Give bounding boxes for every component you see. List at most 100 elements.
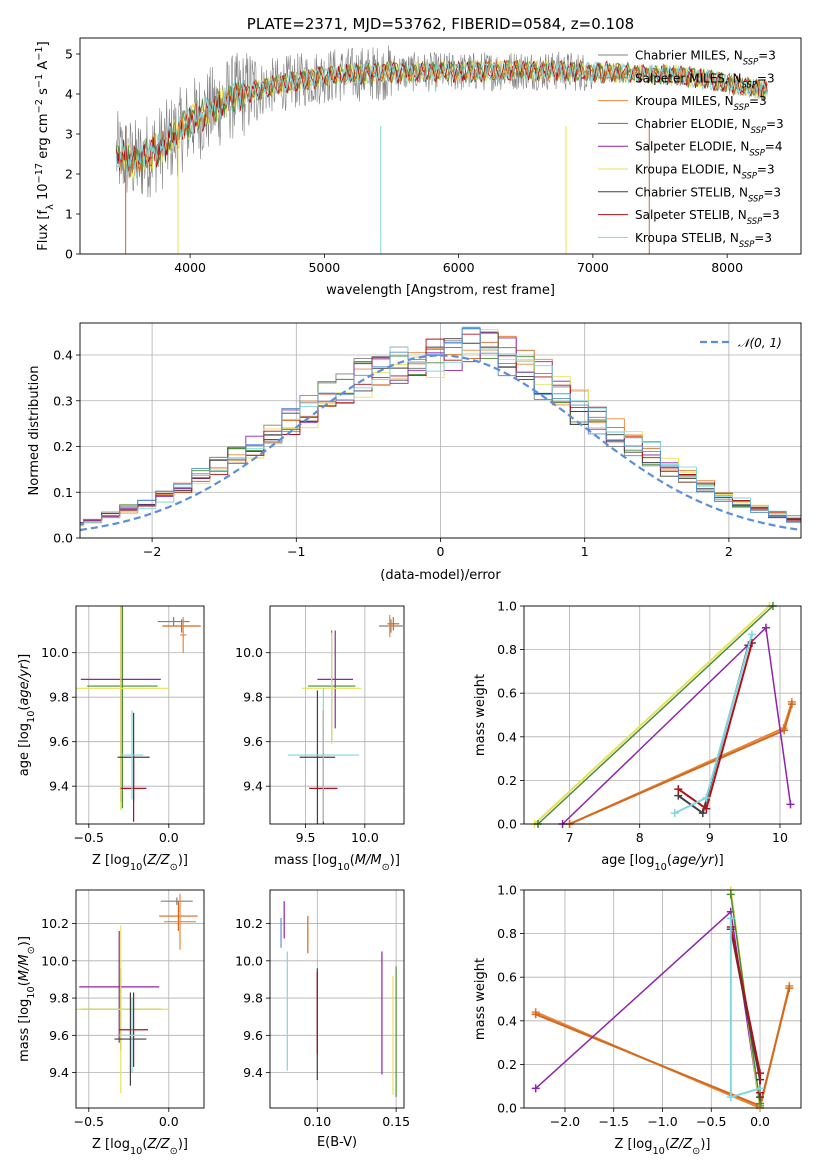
- weight-point-marker: [756, 1069, 765, 1078]
- panel-weight_vs_age: 7 8 9 10 0.0 0.2 0.4 0.6 0.8 1.0 mass weight age [l…: [473, 599, 802, 873]
- y-axis-label: mass weight: [473, 674, 488, 756]
- panel-mass_vs_Z: −0.5 0.0 9.4 9.6 9.8 10.0 10.2 mass [log10(M/M⊙…: [17, 889, 205, 1157]
- histogram-plot: [80, 326, 801, 532]
- weight-point-marker: [702, 804, 711, 813]
- legend-entry: Chabrier ELODIE, NSSP=3: [635, 117, 784, 135]
- x-tick-label: 7: [566, 830, 574, 845]
- y-tick-label: 9.8: [243, 991, 263, 1006]
- histogram-salpeter-elodie: [80, 331, 801, 524]
- weight-point-marker: [726, 890, 735, 899]
- y-axis-label: mass [log10(M/M⊙)]: [17, 936, 37, 1062]
- weight-point-marker: [670, 809, 679, 818]
- histogram-salpeter-miles: [80, 341, 801, 526]
- y-axis-label: Flux [fλ 10−17 erg cm−2 s−1 A−1]: [34, 41, 56, 250]
- weight-point-marker: [786, 800, 795, 809]
- histogram-kroupa-miles: [80, 335, 801, 525]
- axes-frame: [75, 889, 205, 1109]
- legend-entry: Salpeter STELIB, NSSP=3: [635, 208, 780, 226]
- y-tick-label: 0.6: [497, 686, 517, 701]
- y-axis-label: Normed distribution: [27, 366, 42, 496]
- y-tick-label: 9.8: [49, 991, 69, 1006]
- y-tick-label: 0.6: [497, 970, 517, 985]
- axes-frame: [269, 889, 405, 1109]
- x-tick-label: −2: [143, 544, 161, 559]
- legend-entry: Kroupa ELODIE, NSSP=3: [635, 163, 775, 181]
- y-axis-label: mass weight: [473, 958, 488, 1040]
- spectrum-plot: [115, 45, 768, 254]
- panel-weight_vs_Z: −2.0 −1.5 −1.0 −0.5 0.0 0.0 0.2 0.4 0.6 0.8 1.0 mas…: [473, 883, 802, 1157]
- legend-entry: 𝒩(0, 1): [738, 336, 782, 350]
- errorbar-plot: [287, 614, 403, 824]
- y-tick-label: 9.6: [49, 1028, 69, 1043]
- weight-point-marker: [674, 785, 683, 794]
- weight-point-marker: [726, 1093, 735, 1102]
- y-tick-label: 10.0: [41, 645, 69, 660]
- axes-frame: [79, 322, 802, 539]
- x-tick-label: 0: [437, 544, 445, 559]
- y-tick-label: 0.8: [497, 642, 517, 657]
- y-tick-label: 10.0: [235, 645, 263, 660]
- weight-series-chabrier-stelib: [677, 644, 750, 815]
- y-tick-label: 0: [65, 247, 73, 262]
- y-tick-label: 5: [65, 47, 73, 62]
- normal-curve-line: [80, 354, 801, 532]
- x-tick-label: −1.5: [599, 1114, 629, 1129]
- panel-spectrum: 4000 5000 6000 7000 8000 0 1 2 3 4 5 PLATE=2371, MJ…: [34, 15, 802, 298]
- x-axis-label: Z [log10(Z/Z⊙)]: [92, 1137, 188, 1157]
- y-tick-label: 9.4: [243, 779, 263, 794]
- x-axis-label: Z [log10(Z/Z⊙)]: [615, 1137, 711, 1157]
- weight-point-marker: [747, 630, 756, 639]
- x-axis-label: age [log10(age/yr)]: [601, 853, 724, 873]
- model-spectrum-chabrier-elodie: [115, 59, 768, 175]
- y-tick-label: 9.6: [49, 734, 69, 749]
- y-tick-label: 9.8: [49, 690, 69, 705]
- x-tick-label: 2: [725, 544, 733, 559]
- y-tick-label: 0.1: [53, 485, 73, 500]
- y-tick-label: 3: [65, 127, 73, 142]
- x-tick-label: 0.10: [303, 1114, 331, 1129]
- weight-point-marker: [787, 700, 796, 709]
- weight-series-kroupa-elodie: [533, 605, 771, 825]
- x-tick-label: −0.5: [696, 1114, 726, 1129]
- legend-entry: Chabrier STELIB, NSSP=3: [635, 185, 781, 203]
- weight-point-marker: [702, 793, 711, 802]
- legend-entry: Chabrier MILES, NSSP=3: [635, 49, 776, 67]
- y-tick-label: 10.0: [235, 953, 263, 968]
- y-tick-label: 10.0: [41, 953, 69, 968]
- y-tick-label: 1: [65, 207, 73, 222]
- y-tick-label: 9.6: [243, 734, 263, 749]
- histogram-kroupa-elodie: [80, 329, 801, 527]
- weight-point-marker: [756, 1084, 765, 1093]
- errorbar-plot: [76, 606, 201, 822]
- weight-point-marker: [761, 623, 770, 632]
- weight-plot: [531, 886, 794, 1112]
- x-tick-label: 1: [581, 544, 589, 559]
- y-tick-label: 10.2: [41, 916, 69, 931]
- y-tick-label: 9.4: [49, 1065, 69, 1080]
- x-tick-label: −0.5: [74, 830, 104, 845]
- legend-entry: Salpeter ELODIE, NSSP=4: [635, 140, 783, 158]
- weight-point-marker: [531, 1010, 540, 1019]
- histogram-chabrier-miles: [80, 328, 801, 524]
- y-tick-label: 0.4: [497, 1013, 517, 1028]
- x-tick-label: 8: [636, 830, 644, 845]
- y-tick-label: 9.8: [243, 690, 263, 705]
- y-axis-label: age [log10(age/yr)]: [17, 654, 37, 777]
- weight-plot: [530, 602, 796, 828]
- y-tick-label: 0.8: [497, 926, 517, 941]
- x-tick-label: 9.5: [296, 830, 316, 845]
- weight-series-salpeter-stelib: [677, 642, 753, 811]
- x-tick-label: −0.5: [74, 1114, 104, 1129]
- x-tick-label: −1.0: [647, 1114, 677, 1129]
- weight-point-marker: [726, 914, 735, 923]
- axes-frame: [269, 605, 405, 825]
- x-tick-label: 0.15: [382, 1114, 410, 1129]
- y-tick-label: 0.0: [497, 817, 517, 832]
- y-tick-label: 2: [65, 167, 73, 182]
- legend-entry: Kroupa MILES, NSSP=3: [635, 94, 767, 112]
- x-tick-label: 7000: [577, 260, 609, 275]
- histogram-chabrier-stelib: [80, 332, 801, 524]
- weight-series-salpeter-elodie: [535, 910, 761, 1109]
- y-tick-label: 0.3: [53, 393, 73, 408]
